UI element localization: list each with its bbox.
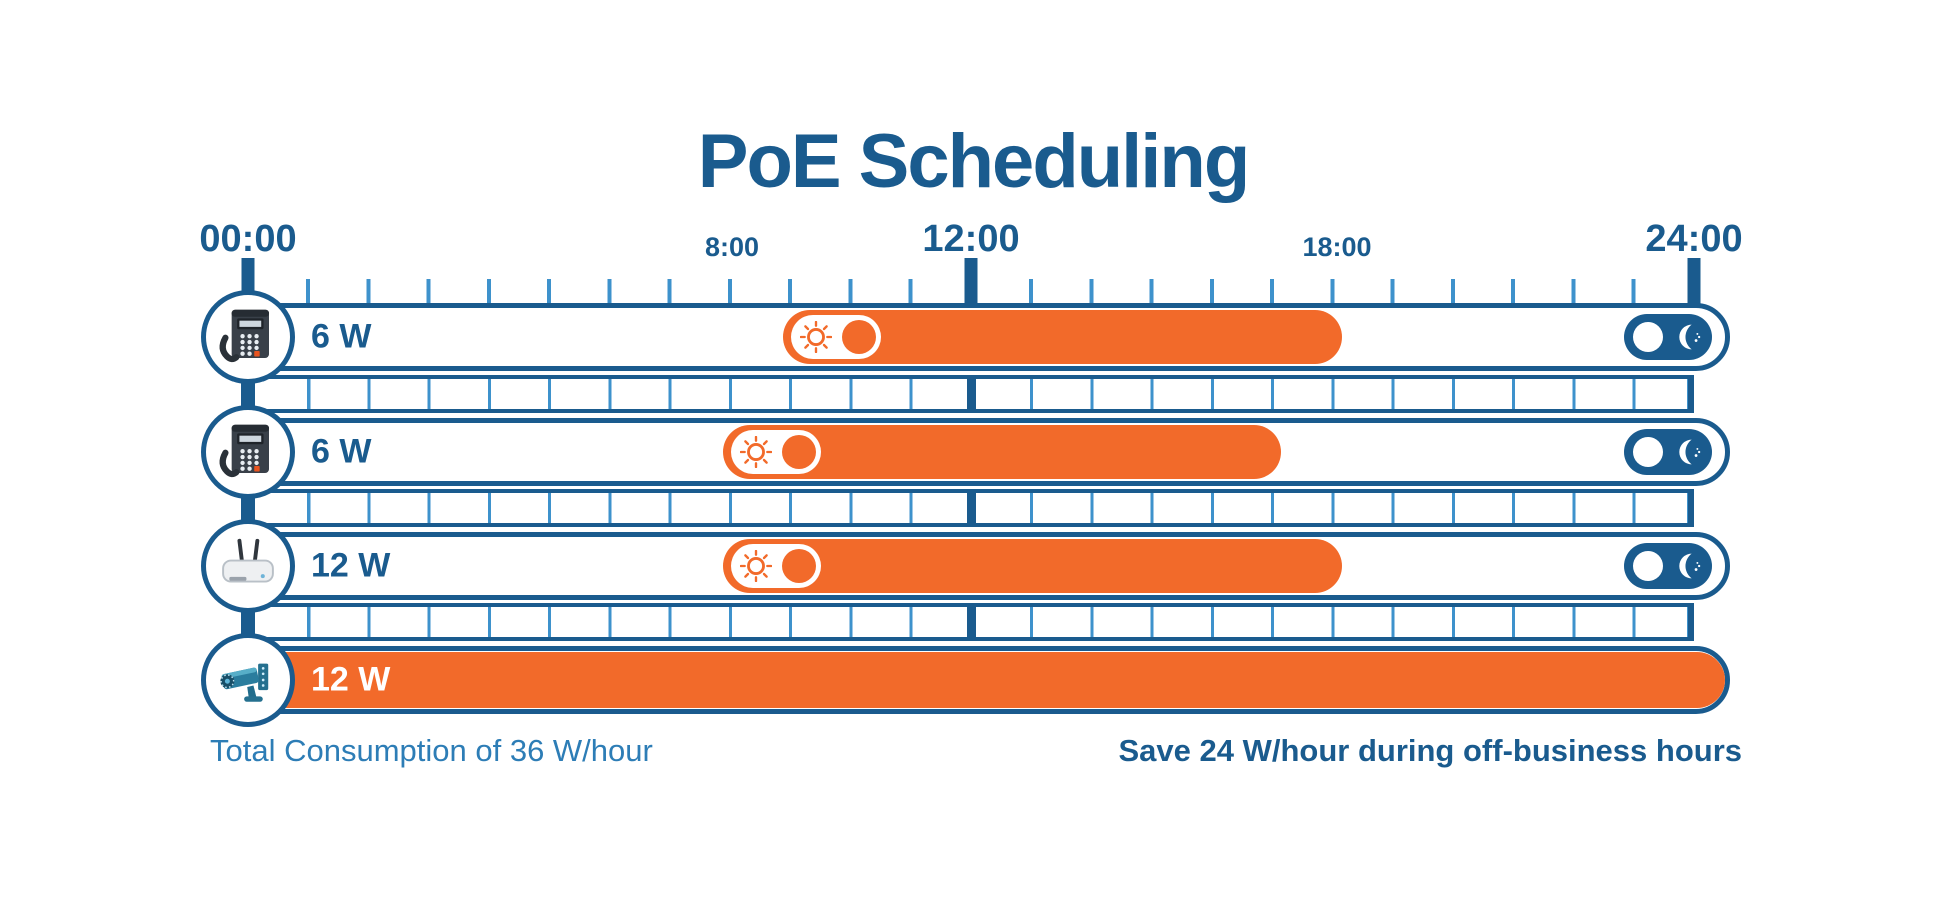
sun-icon [740, 550, 772, 582]
day-schedule-toggle[interactable] [791, 315, 882, 359]
moon-icon [1679, 553, 1701, 579]
time-label-0800: 8:00 [704, 232, 760, 262]
day-schedule-toggle[interactable] [731, 430, 821, 474]
device-circle-access-point [201, 519, 295, 613]
moon-icon [1679, 324, 1701, 350]
toggle-knob [842, 320, 877, 354]
toggle-knob [1633, 322, 1663, 352]
sun-icon [740, 436, 772, 468]
schedule-track-row-3: 12 W [248, 532, 1730, 600]
active-period-bar [723, 539, 1342, 593]
noon-grid-line [967, 379, 976, 409]
toggle-knob [782, 549, 816, 583]
sun-icon [800, 321, 833, 353]
night-schedule-toggle[interactable] [1624, 429, 1712, 475]
major-tick-1200 [964, 258, 978, 305]
toggle-knob [1633, 551, 1663, 581]
night-schedule-toggle[interactable] [1624, 543, 1712, 589]
schedule-track-row-1: 6 W [248, 303, 1730, 371]
circle-connector [241, 606, 255, 640]
device-circle-ip-phone-2 [201, 405, 295, 499]
hour-grid-strip [248, 375, 1694, 413]
ip-phone-icon [219, 309, 269, 363]
active-period-bar [723, 425, 1282, 479]
ip-phone-icon [219, 424, 269, 478]
circle-connector [241, 378, 255, 412]
major-tick-0000 [241, 258, 255, 292]
toggle-knob [1633, 437, 1663, 467]
power-label: 6 W [311, 432, 372, 471]
power-label: 12 W [311, 660, 391, 699]
power-label: 12 W [311, 546, 391, 585]
noon-grid-line [967, 607, 976, 637]
circle-connector [241, 492, 255, 526]
time-label-1200: 12:00 [922, 218, 1020, 260]
active-period-bar [783, 310, 1342, 364]
power-label: 6 W [311, 317, 372, 356]
time-label-2400: 24:00 [1645, 218, 1743, 260]
day-schedule-toggle[interactable] [731, 544, 821, 588]
time-label-1800: 18:00 [1302, 232, 1372, 262]
toggle-knob [782, 435, 816, 469]
device-circle-ip-camera [201, 633, 295, 727]
moon-icon [1679, 439, 1701, 465]
hour-grid-strip [248, 489, 1694, 527]
major-tick-2400 [1687, 258, 1701, 305]
hour-grid-strip [248, 603, 1694, 641]
ip-camera-icon [220, 663, 269, 702]
total-consumption-note: Total Consumption of 36 W/hour [210, 733, 653, 768]
noon-grid-line [967, 493, 976, 523]
night-schedule-toggle[interactable] [1624, 314, 1712, 360]
savings-note: Save 24 W/hour during off-business hours [1118, 733, 1742, 768]
wireless-access-point-icon [222, 538, 274, 583]
schedule-track-row-2: 6 W [248, 418, 1730, 486]
active-period-bar-always-on [252, 652, 1725, 708]
device-circle-ip-phone-1 [201, 290, 295, 384]
page-title: PoE Scheduling [697, 119, 1250, 204]
time-label-0000: 00:00 [199, 218, 297, 260]
schedule-track-row-4: 12 W [248, 646, 1730, 714]
